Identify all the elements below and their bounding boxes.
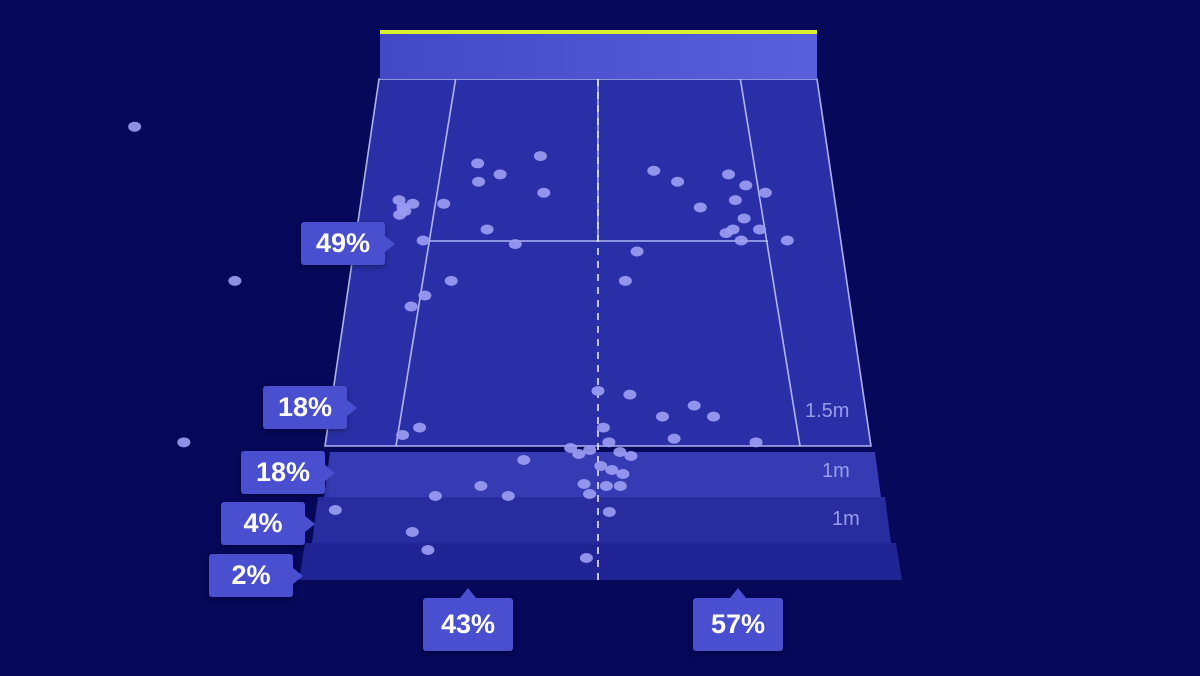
net xyxy=(380,30,817,79)
data-point xyxy=(471,158,485,169)
side-label-right: 57% xyxy=(693,588,783,651)
data-point xyxy=(613,447,627,457)
data-point xyxy=(734,235,748,246)
data-point xyxy=(667,433,681,444)
data-point xyxy=(602,507,616,517)
data-point xyxy=(722,169,736,180)
zone-band-3 xyxy=(312,497,891,543)
data-point xyxy=(405,527,419,537)
data-point xyxy=(596,422,610,433)
data-point xyxy=(583,489,597,499)
data-point xyxy=(630,246,644,257)
court xyxy=(324,78,872,582)
data-point xyxy=(739,180,753,191)
data-point xyxy=(616,469,630,479)
distance-label-1: 1.5m xyxy=(805,400,850,422)
data-point xyxy=(707,411,721,422)
data-point xyxy=(418,290,432,301)
singles-line-right xyxy=(739,78,801,447)
distance-label-2: 1m xyxy=(822,460,850,482)
data-point xyxy=(579,553,593,563)
data-point xyxy=(613,481,627,491)
side-label-left: 43% xyxy=(423,588,513,651)
zone-label-behind-1: 18% xyxy=(241,451,335,494)
data-point xyxy=(406,198,420,209)
data-point xyxy=(623,389,637,400)
data-point xyxy=(472,176,486,187)
data-point xyxy=(599,481,613,491)
data-point xyxy=(537,187,551,198)
data-point xyxy=(737,213,751,224)
data-point xyxy=(577,479,591,489)
data-point xyxy=(564,443,578,453)
data-point xyxy=(726,224,740,235)
zone-label-near-baseline: 18% xyxy=(263,386,357,429)
data-point xyxy=(493,169,507,180)
data-point xyxy=(228,275,242,286)
data-point xyxy=(533,151,547,162)
data-point xyxy=(328,505,342,515)
data-point xyxy=(393,209,407,220)
data-point xyxy=(508,239,522,250)
zone-label-behind-2: 4% xyxy=(221,502,315,545)
data-point xyxy=(758,187,772,198)
singles-line-left xyxy=(395,78,457,447)
data-point xyxy=(404,301,418,312)
data-point xyxy=(474,481,488,491)
data-point xyxy=(780,235,794,246)
data-point xyxy=(501,491,515,501)
data-point xyxy=(583,445,597,455)
data-point xyxy=(594,461,608,471)
data-point xyxy=(753,224,767,235)
net-tape xyxy=(380,30,817,34)
data-point xyxy=(517,455,531,465)
data-point xyxy=(177,437,191,448)
data-point xyxy=(671,176,685,187)
shot-points xyxy=(128,121,794,563)
data-point xyxy=(396,429,410,440)
net-band xyxy=(380,30,817,79)
data-point xyxy=(728,195,742,206)
data-point xyxy=(602,437,616,448)
data-point xyxy=(655,411,669,422)
data-point xyxy=(749,437,763,448)
data-point xyxy=(428,491,442,501)
data-point xyxy=(413,422,427,433)
zone-label-service-box: 49% xyxy=(301,222,395,265)
data-point xyxy=(480,224,494,235)
data-point xyxy=(618,275,632,286)
data-point xyxy=(591,385,605,396)
zone-label-behind-3: 2% xyxy=(209,554,303,597)
data-point xyxy=(687,400,701,411)
data-point xyxy=(647,165,661,176)
data-point xyxy=(572,449,586,459)
data-point xyxy=(128,121,142,132)
data-point xyxy=(605,465,619,475)
zone-band-2 xyxy=(324,452,881,497)
data-point xyxy=(444,275,458,286)
data-point xyxy=(693,202,707,213)
data-point xyxy=(421,545,435,555)
distance-label-3: 1m xyxy=(832,508,860,530)
data-point xyxy=(624,451,638,461)
data-point xyxy=(437,198,451,209)
data-point xyxy=(416,235,430,246)
zone-band-4 xyxy=(299,543,902,580)
